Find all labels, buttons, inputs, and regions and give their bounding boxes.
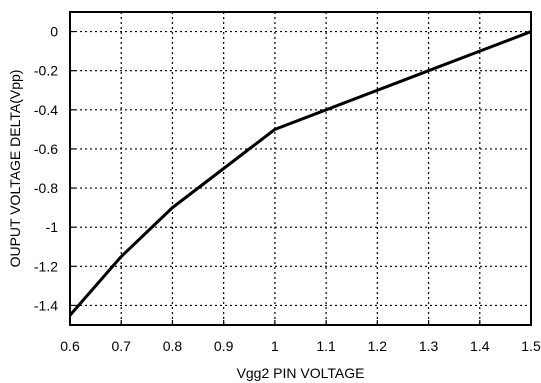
y-tick-label: -0.6 <box>34 141 58 157</box>
x-tick-label: 1.2 <box>368 338 388 354</box>
x-tick-label: 1.3 <box>419 338 439 354</box>
y-tick-label: 0 <box>50 24 58 40</box>
y-tick-label: -1.4 <box>34 297 58 313</box>
y-axis-label: OUPUT VOLTAGE DELTA(Vpp) <box>7 70 23 268</box>
x-tick-labels: 0.6 0.7 0.8 0.9 1 1.1 1.2 1.3 1.4 1.5 <box>60 338 541 354</box>
x-tick-label: 0.6 <box>60 338 80 354</box>
series-layer <box>68 30 532 317</box>
x-tick-label: 1.1 <box>316 338 336 354</box>
x-axis-label: Vgg2 PIN VOLTAGE <box>237 365 365 381</box>
x-tick-label: 0.8 <box>163 338 183 354</box>
plot-frame <box>69 11 532 326</box>
y-tick-labels: 0 -0.2 -0.4 -0.6 -0.8 -1 -1.2 -1.4 <box>34 24 58 314</box>
x-tick-label: 1 <box>271 338 279 354</box>
y-tick-label: -0.2 <box>34 63 58 79</box>
data-line <box>68 30 532 317</box>
x-tick-label: 1.4 <box>470 338 490 354</box>
y-tick-label: -1.2 <box>34 258 58 274</box>
y-tick-label: -1 <box>46 219 59 235</box>
y-tick-label: -0.8 <box>34 180 58 196</box>
x-tick-label: 0.9 <box>214 338 234 354</box>
x-tick-label: 0.7 <box>111 338 131 354</box>
x-tick-label: 1.5 <box>521 338 541 354</box>
y-tick-label: -0.4 <box>34 102 58 118</box>
